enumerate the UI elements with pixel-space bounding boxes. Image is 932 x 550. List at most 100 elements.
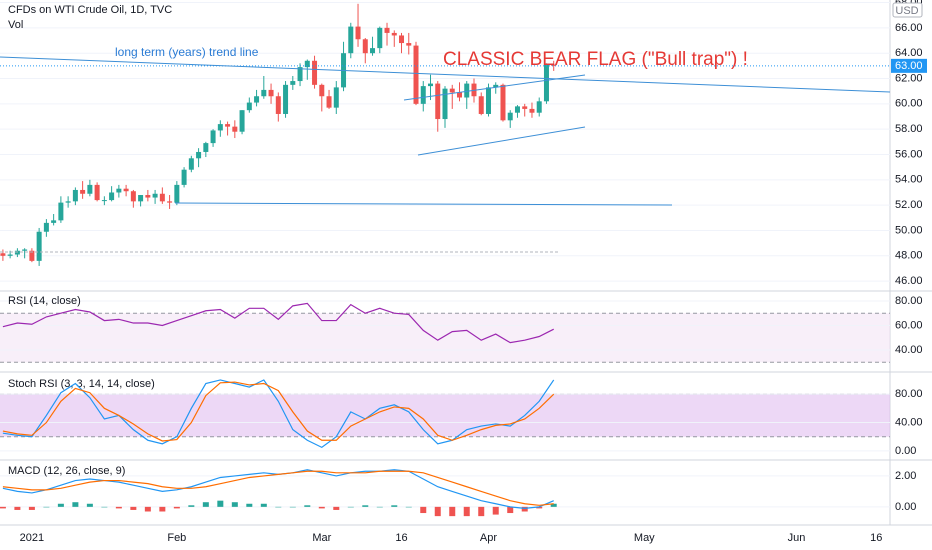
candle-body (435, 83, 441, 120)
candle-body (22, 249, 28, 251)
histogram-bar (405, 506, 412, 508)
histogram-bar (318, 506, 325, 509)
candle-body (456, 92, 462, 98)
candle-body (51, 220, 57, 223)
candle-body (500, 84, 506, 121)
histogram-bar (275, 506, 282, 508)
candle-body (413, 45, 419, 104)
symbol: CFDs on WTI Crude Oil, 1D, TVC (8, 4, 172, 16)
candle-body (304, 60, 310, 68)
candle-body (254, 96, 260, 103)
x-tick-label: May (634, 532, 655, 544)
candle-body (181, 169, 187, 185)
candle-body (399, 35, 405, 44)
last-price-label: 63.00 (895, 60, 923, 72)
histogram-bar (173, 506, 180, 509)
candle-body (536, 101, 542, 113)
candle-body (167, 201, 173, 203)
candle-body (507, 112, 513, 121)
candle-body (514, 106, 520, 113)
candle-body (442, 88, 448, 120)
candle-body (478, 96, 484, 114)
candle-body (246, 102, 252, 111)
candle-body (493, 84, 499, 88)
candle-body (72, 189, 78, 202)
y-tick-label: 80.00 (895, 388, 923, 400)
series-line (2, 379, 555, 449)
candle-body (362, 39, 368, 54)
histogram-bar (492, 506, 499, 515)
candle-body (225, 124, 231, 127)
series-line (2, 302, 554, 344)
candle-body (449, 88, 455, 93)
histogram-bar (246, 503, 253, 507)
candle-body (391, 32, 397, 36)
candle-body (109, 192, 115, 201)
candle-body (370, 48, 376, 54)
x-tick-label: 16 (395, 532, 407, 544)
candle-body (203, 143, 209, 152)
y-tick-label: 60.00 (895, 319, 923, 331)
histogram-bar (14, 506, 21, 510)
histogram-bar (362, 505, 369, 507)
candle-body (123, 188, 129, 192)
x-tick-label: Feb (167, 532, 186, 544)
histogram-bar (57, 503, 64, 507)
histogram-bar (536, 506, 543, 509)
last-price-box (891, 58, 927, 73)
y-tick-label: 62.00 (895, 72, 923, 84)
histogram-bar (260, 503, 267, 507)
candle-body (283, 84, 289, 114)
candle-body (43, 222, 49, 232)
histogram-bar (115, 506, 122, 509)
series-line (2, 470, 554, 506)
candle-body (210, 130, 216, 144)
y-tick-label: 64.00 (895, 47, 923, 59)
y-tick-label: 80.00 (895, 295, 923, 307)
y-tick-label: 0.00 (895, 501, 916, 513)
candle-body (65, 201, 71, 203)
pattern-label: CLASSIC BEAR FLAG ("Bull trap") ! (443, 49, 748, 70)
currency: USD (895, 5, 918, 17)
histogram-bar (0, 506, 6, 509)
candle-body (377, 27, 383, 49)
candle-body (101, 200, 107, 202)
candle-body (94, 184, 100, 201)
y-tick-label: 40.00 (895, 416, 923, 428)
histogram-bar (463, 506, 470, 517)
histogram-bar (420, 506, 427, 514)
histogram-bar (28, 506, 35, 510)
histogram-bar (333, 506, 340, 510)
candle-body (80, 189, 86, 194)
x-tick-label: 2021 (20, 532, 44, 544)
y-tick-label: 54.00 (895, 174, 923, 186)
y-tick-label: 40.00 (895, 344, 923, 356)
histogram-bar (43, 506, 50, 508)
trend-line (0, 56, 891, 93)
histogram-bar (304, 505, 311, 507)
y-tick-label: 56.00 (895, 148, 923, 160)
y-tick-label: 2.00 (895, 470, 916, 482)
support-line (174, 202, 673, 206)
candle-body (196, 151, 202, 159)
candle-body (188, 158, 194, 170)
candle-body (152, 193, 158, 198)
y-tick-label: 50.00 (895, 224, 923, 236)
candle-body (312, 60, 318, 85)
candle-body (14, 250, 20, 255)
candle-body (355, 26, 361, 40)
candle-body (159, 193, 165, 202)
histogram-bar (202, 502, 209, 507)
candle-body (145, 195, 151, 198)
histogram-bar (130, 506, 137, 510)
histogram-bar (449, 506, 456, 517)
candle-body (275, 96, 281, 114)
candle-body (420, 86, 426, 104)
panel-title: Stoch RSI (3, 3, 14, 14, close) (8, 378, 155, 390)
histogram-bar (478, 506, 485, 517)
candle-body (268, 89, 274, 97)
trend-label: long term (years) trend line (115, 45, 259, 59)
candle-body (261, 89, 267, 97)
candle-body (319, 84, 325, 97)
